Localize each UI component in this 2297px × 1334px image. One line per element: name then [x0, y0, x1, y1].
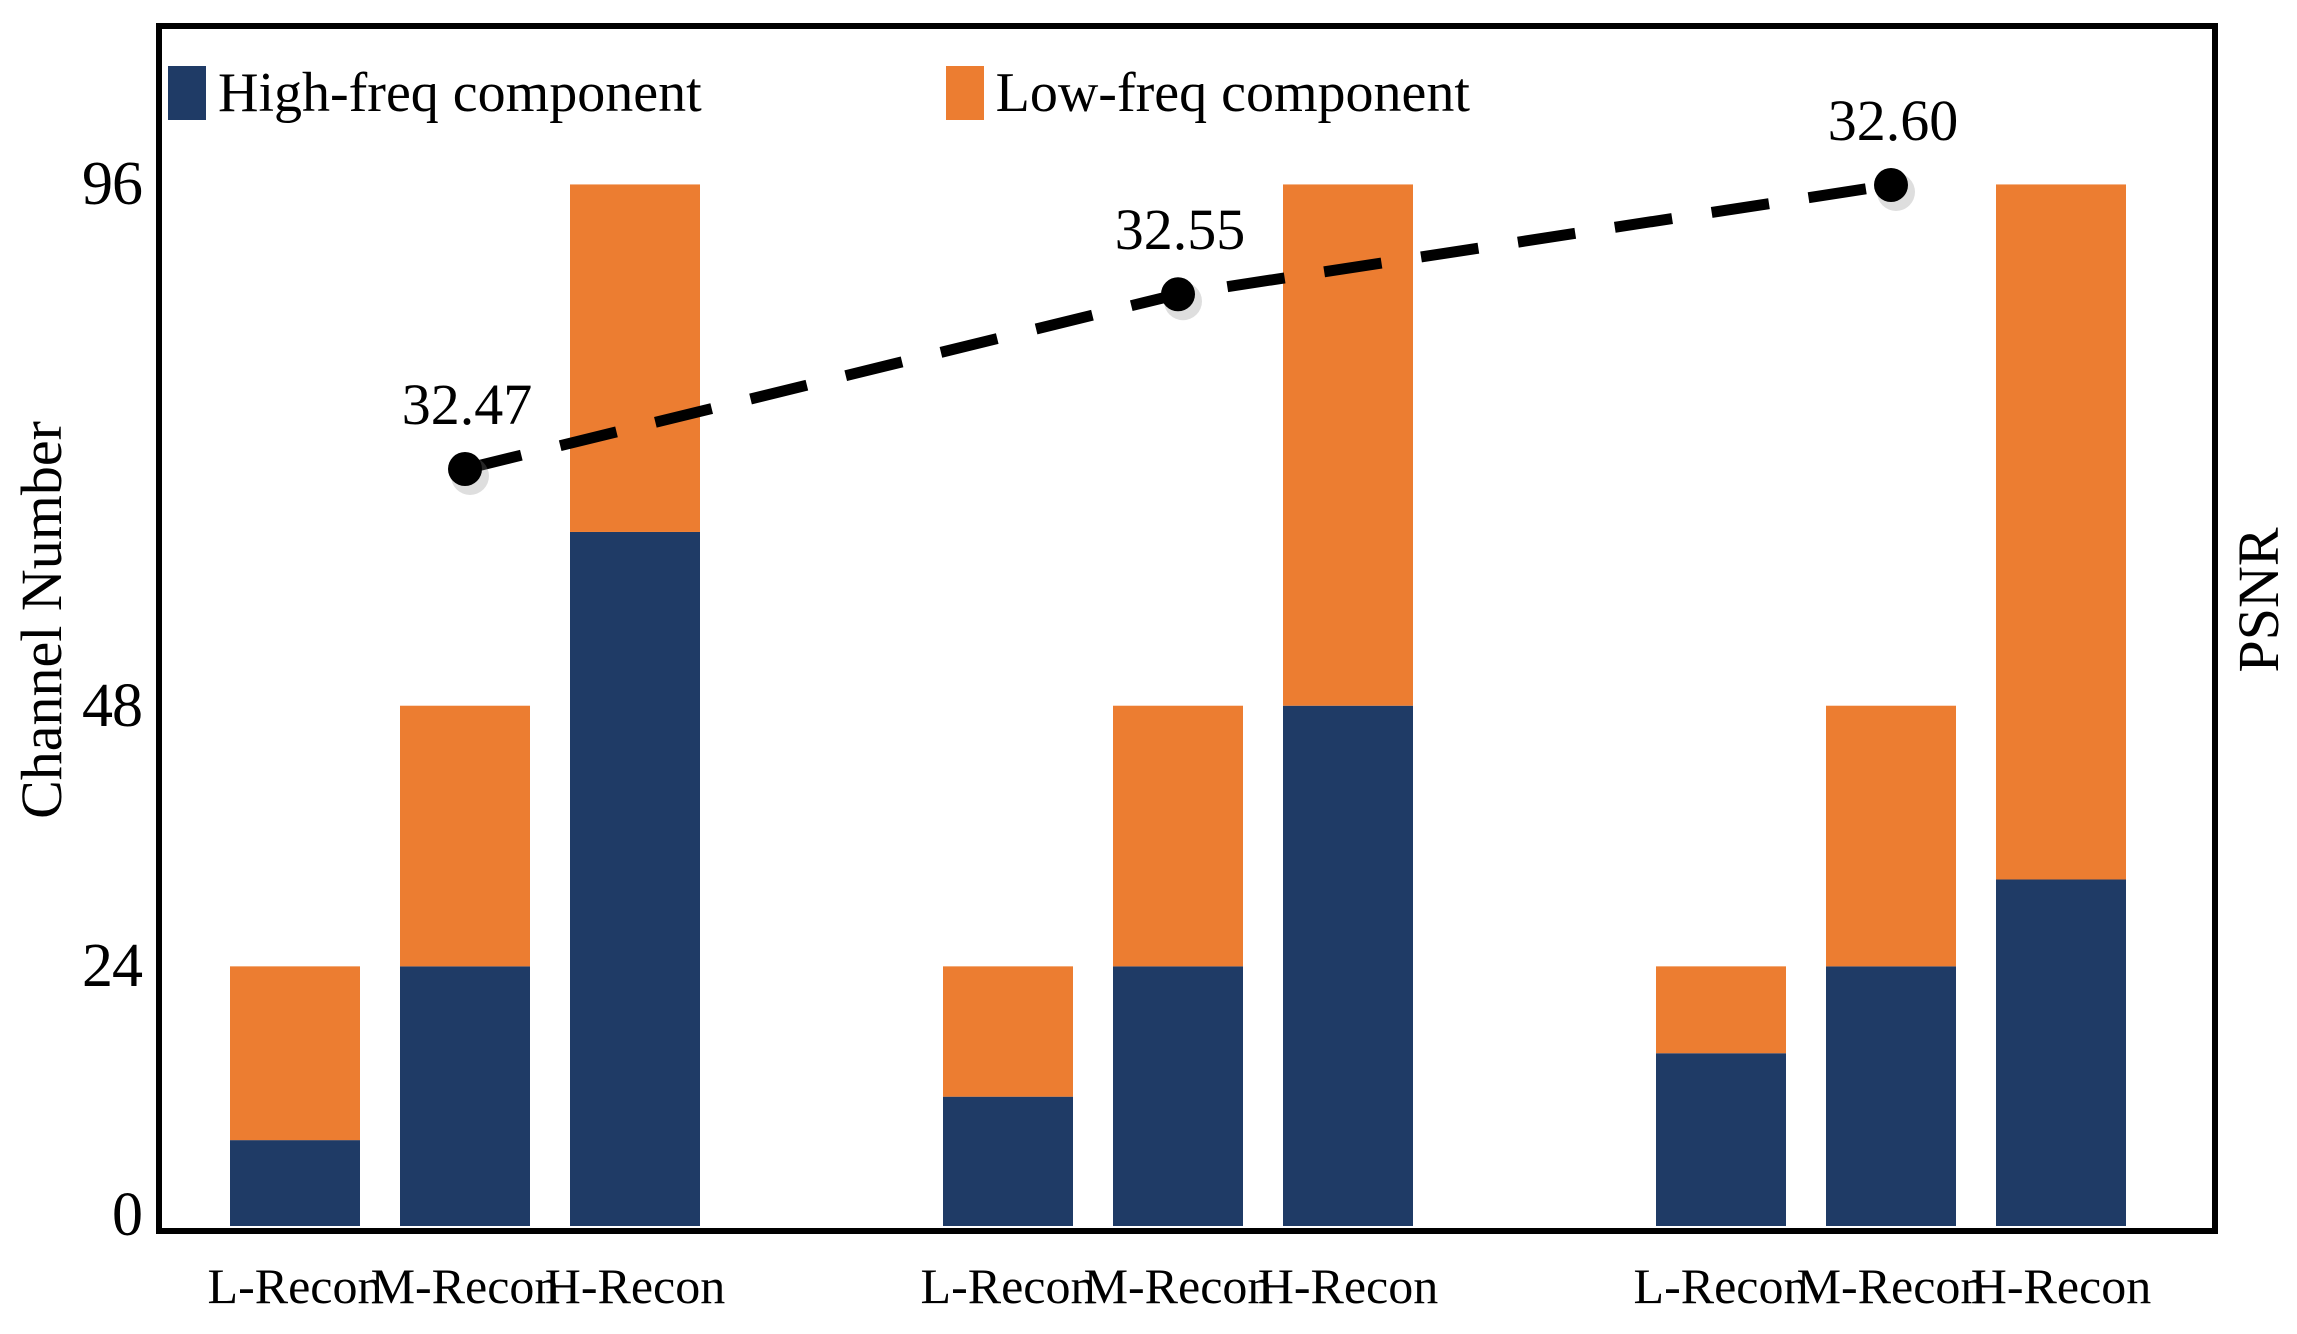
bar-segment-high-freq — [1996, 879, 2126, 1226]
x-category-label: H-Recon — [1257, 1258, 1439, 1314]
x-category-label: L-Recon — [207, 1258, 383, 1314]
low-freq-swatch-icon — [945, 66, 984, 120]
psnr-annotation: 32.60 — [1827, 88, 1959, 153]
x-category-label: M-Recon — [1796, 1258, 1986, 1314]
high-freq-swatch-icon — [168, 66, 206, 120]
y-tick-label-48: 48 — [82, 671, 143, 740]
x-category-label: M-Recon — [370, 1258, 560, 1314]
x-category-label: H-Recon — [544, 1258, 726, 1314]
bar-segment-high-freq — [1826, 966, 1956, 1226]
bar-segment-low-freq — [1656, 966, 1786, 1054]
x-category-label: H-Recon — [1970, 1258, 2152, 1314]
bar-segment-low-freq — [230, 966, 360, 1141]
bar-segment-low-freq — [1826, 705, 1956, 967]
psnr-annotation: 32.47 — [401, 372, 533, 437]
y-axis-title: Channel Number — [9, 421, 74, 819]
bar-segment-high-freq — [400, 966, 530, 1226]
x-category-label: L-Recon — [1633, 1258, 1809, 1314]
psnr-annotation: 32.55 — [1114, 197, 1246, 263]
bar-segment-low-freq — [570, 184, 700, 532]
x-category-label: M-Recon — [1083, 1258, 1273, 1314]
legend-label-low-freq: Low-freq component — [995, 62, 1470, 124]
y-tick-label-24: 24 — [82, 932, 143, 1001]
data-point-marker — [1874, 168, 1908, 203]
x-category-label: L-Recon — [920, 1258, 1096, 1314]
bar-segment-high-freq — [943, 1096, 1073, 1226]
legend-label-high-freq: High-freq component — [218, 62, 702, 124]
psnr-axis-title: PSNR — [2226, 527, 2291, 673]
bar-segment-low-freq — [943, 966, 1073, 1097]
bar-segment-high-freq — [1656, 1053, 1786, 1226]
plot-border — [156, 23, 2218, 1234]
bar-segment-high-freq — [1283, 705, 1413, 1226]
data-point-marker — [1161, 277, 1195, 312]
legend: High-freq component Low-freq component — [168, 60, 1700, 126]
bar-segment-high-freq — [230, 1140, 360, 1226]
bar-segment-low-freq — [400, 705, 530, 967]
y-tick-label-96: 96 — [82, 150, 143, 219]
bar-segment-high-freq — [1113, 966, 1243, 1226]
bar-segment-high-freq — [570, 531, 700, 1226]
legend-item-low-freq: Low-freq component — [945, 60, 1700, 126]
bar-segment-low-freq — [1996, 184, 2126, 880]
data-point-marker — [448, 452, 482, 486]
y-tick-label-0: 0 — [112, 1181, 143, 1249]
legend-item-high-freq: High-freq component — [168, 60, 932, 126]
bar-segment-low-freq — [1113, 705, 1243, 967]
